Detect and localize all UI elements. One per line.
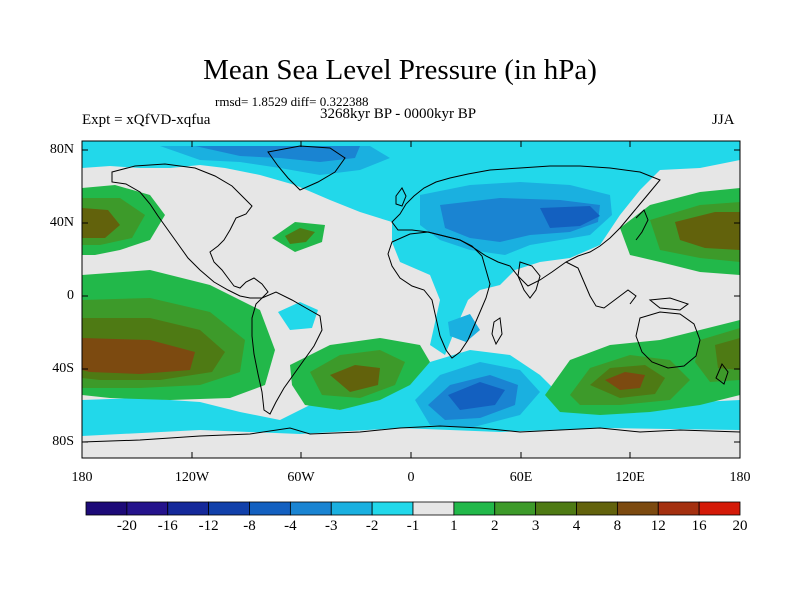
coast-north-america (111, 163, 269, 299)
colorbar-label: 3 (531, 518, 540, 534)
negative-anomaly-greenland (195, 146, 360, 162)
coast-new-guinea (648, 297, 690, 311)
colorbar-swatch (453, 501, 496, 516)
colorbar-swatch (494, 501, 537, 516)
negative-anomaly-indian-small (448, 314, 480, 342)
colorbar-label: -4 (284, 518, 297, 534)
x-tick-label: 120W (174, 470, 210, 485)
positive-anomaly-npacific-east-core (675, 212, 740, 250)
coast-south-america (251, 291, 323, 415)
coast-madagascar (491, 317, 503, 346)
coastlines (82, 145, 740, 443)
colorbar-label: 4 (572, 518, 581, 534)
coast-new-zealand (715, 363, 729, 385)
colorbar-swatch (698, 501, 741, 516)
colorbar-swatch (657, 501, 700, 516)
colorbar-swatch (576, 501, 618, 516)
colorbar-label: 2 (491, 518, 499, 534)
colorbar-label: -1 (406, 518, 420, 534)
colorbar-swatch (126, 501, 169, 516)
colorbar-label: 20 (732, 518, 748, 534)
colorbar-swatch (208, 501, 250, 516)
season-label: JJA (712, 112, 735, 128)
positive-anomaly-satlantic-core (330, 365, 380, 392)
colorbar-swatch (249, 501, 291, 516)
y-tick-label: 40N (49, 215, 74, 230)
positive-anomaly-sindian-core (605, 372, 645, 390)
positive-anomaly-saustralia-core (715, 338, 740, 370)
negative-anomaly-south-deep (448, 382, 505, 410)
coast-antarctica (82, 425, 740, 443)
coast-japan (635, 209, 649, 241)
colorbar-swatch (616, 501, 659, 516)
y-tick-label: 80S (52, 434, 74, 449)
colorbar-label: -16 (157, 518, 178, 534)
coast-australia (635, 311, 701, 369)
plot-title: Mean Sea Level Pressure (in hPa) (203, 54, 597, 86)
x-ticks (81, 141, 741, 458)
y-tick-label: 80N (49, 142, 74, 157)
coast-eurasia (391, 165, 661, 287)
experiment-label: Expt = xQfVD-xqfua (82, 112, 211, 128)
coast-india (517, 261, 541, 299)
x-tick-label: 180 (729, 470, 751, 485)
colorbar-swatch (412, 501, 455, 516)
colorbar-swatch (330, 501, 373, 516)
coast-southeast-asia (565, 261, 637, 309)
colorbar-label: -8 (243, 518, 256, 534)
x-tick-label: 60E (509, 470, 533, 485)
colorbar-swatch (535, 501, 577, 516)
colorbar-label: -20 (116, 518, 137, 534)
y-ticks (82, 149, 740, 443)
y-tick-label: 0 (67, 288, 74, 303)
pressure-field (82, 141, 740, 458)
colorbar-label: 12 (650, 518, 666, 534)
colorbar (85, 501, 741, 516)
colorbar-label: 8 (613, 518, 622, 534)
colorbar-label: 1 (450, 518, 458, 534)
x-tick-label: 0 (407, 470, 415, 485)
negative-anomaly-eurasia-deep (540, 206, 600, 228)
colorbar-label: 16 (691, 518, 707, 534)
y-tick-label: 40S (52, 361, 74, 376)
positive-anomaly-atlantic-north-core (285, 228, 315, 244)
coast-greenland (267, 145, 346, 191)
positive-anomaly-npacific-west-core (82, 208, 120, 238)
colorbar-swatch (371, 501, 414, 516)
period-label: 3268kyr BP - 0000kyr BP (320, 106, 477, 122)
colorbar-label: -12 (198, 518, 219, 534)
colorbar-label: -2 (365, 518, 379, 534)
x-tick-label: 60W (287, 470, 315, 485)
colorbar-swatch (167, 501, 210, 516)
x-tick-label: 120E (615, 470, 645, 485)
colorbar-swatch (289, 501, 332, 516)
stats-text: rmsd= 1.8529 diff= 0.322388 (215, 94, 369, 109)
coast-uk (395, 187, 407, 207)
x-tick-label: 180 (71, 470, 93, 485)
neutral-antarctic (82, 428, 740, 458)
positive-anomaly-spacific-core (82, 338, 195, 374)
colorbar-swatch (85, 501, 128, 516)
colorbar-label: -3 (325, 518, 338, 534)
